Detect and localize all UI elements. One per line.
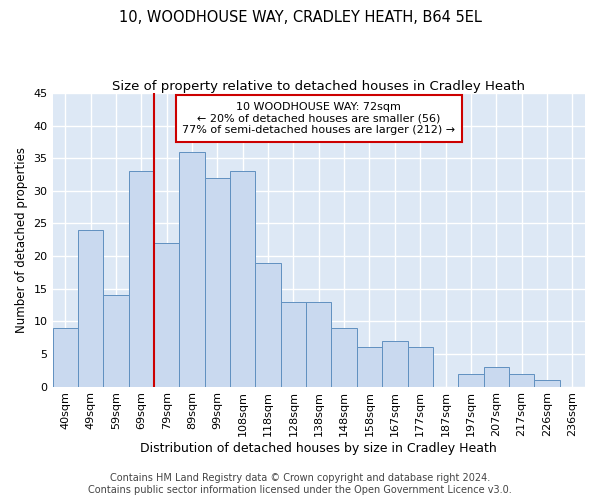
Bar bbox=[154, 243, 179, 386]
Bar bbox=[331, 328, 357, 386]
Bar bbox=[230, 172, 256, 386]
Bar bbox=[53, 328, 78, 386]
Bar bbox=[407, 348, 433, 387]
Bar bbox=[179, 152, 205, 386]
Bar bbox=[509, 374, 534, 386]
Text: Contains HM Land Registry data © Crown copyright and database right 2024.
Contai: Contains HM Land Registry data © Crown c… bbox=[88, 474, 512, 495]
Title: Size of property relative to detached houses in Cradley Heath: Size of property relative to detached ho… bbox=[112, 80, 525, 93]
Bar bbox=[382, 341, 407, 386]
Bar bbox=[484, 367, 509, 386]
Bar bbox=[103, 295, 128, 386]
Bar bbox=[128, 172, 154, 386]
Y-axis label: Number of detached properties: Number of detached properties bbox=[15, 147, 28, 333]
Bar bbox=[256, 262, 281, 386]
X-axis label: Distribution of detached houses by size in Cradley Heath: Distribution of detached houses by size … bbox=[140, 442, 497, 455]
Bar bbox=[458, 374, 484, 386]
Bar bbox=[281, 302, 306, 386]
Bar bbox=[357, 348, 382, 387]
Bar bbox=[534, 380, 560, 386]
Bar bbox=[78, 230, 103, 386]
Text: 10 WOODHOUSE WAY: 72sqm
← 20% of detached houses are smaller (56)
77% of semi-de: 10 WOODHOUSE WAY: 72sqm ← 20% of detache… bbox=[182, 102, 455, 135]
Bar bbox=[306, 302, 331, 386]
Text: 10, WOODHOUSE WAY, CRADLEY HEATH, B64 5EL: 10, WOODHOUSE WAY, CRADLEY HEATH, B64 5E… bbox=[119, 10, 481, 25]
Bar bbox=[205, 178, 230, 386]
